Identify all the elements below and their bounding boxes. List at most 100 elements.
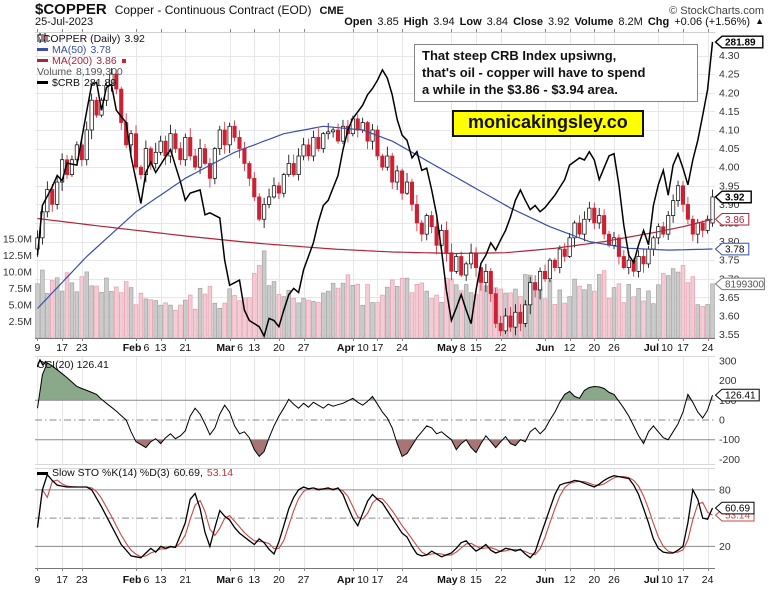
cci-zigzag-icon bbox=[37, 359, 47, 368]
svg-text:3.86: 3.86 bbox=[725, 215, 745, 226]
svg-text:17: 17 bbox=[677, 342, 689, 354]
annotation-line-3: a while in the $3.86 - $3.94 area. bbox=[422, 82, 618, 98]
close-value: 3.92 bbox=[548, 16, 570, 28]
legend-volume-row: Volume 8,199,300 bbox=[37, 34, 145, 78]
svg-text:21: 21 bbox=[179, 342, 191, 354]
volume-bars bbox=[35, 250, 715, 339]
svg-text:3.78: 3.78 bbox=[725, 245, 745, 256]
svg-text:200: 200 bbox=[719, 375, 737, 387]
svg-text:Apr 10: Apr 10 bbox=[337, 342, 369, 354]
sto-k-line bbox=[36, 473, 714, 559]
sto-panel bbox=[35, 489, 715, 547]
svg-text:24: 24 bbox=[396, 574, 408, 586]
svg-text:24: 24 bbox=[702, 342, 714, 354]
svg-text:80: 80 bbox=[719, 484, 731, 496]
svg-text:23: 23 bbox=[76, 574, 88, 586]
svg-text:8199300: 8199300 bbox=[725, 279, 764, 290]
volume-value: 8.2M bbox=[618, 16, 643, 28]
svg-text:9: 9 bbox=[35, 574, 41, 586]
ohlc-quote: Open 3.85 High 3.94 Low 3.84 Close 3.92 … bbox=[344, 16, 764, 28]
svg-text:12.5M: 12.5M bbox=[3, 250, 32, 262]
svg-text:4.20: 4.20 bbox=[719, 87, 740, 99]
legend-crb-label: $CRB bbox=[52, 76, 81, 89]
sto-label-text: Slow STO %K(14) %D(3) bbox=[52, 467, 170, 479]
quote-row: 25-Jul-2023 Open 3.85 High 3.94 Low 3.84… bbox=[35, 16, 764, 28]
legend-crb-row: $CRB 281.89 bbox=[37, 76, 145, 89]
svg-text:126.41: 126.41 bbox=[725, 391, 756, 402]
svg-text:-100: -100 bbox=[719, 434, 740, 446]
svg-text:17: 17 bbox=[372, 342, 384, 354]
cci-line bbox=[37, 362, 713, 458]
legend-ma50-row: MA(50) 3.78 bbox=[37, 43, 145, 56]
svg-text:May 8: May 8 bbox=[437, 574, 466, 586]
svg-text:Jul 10: Jul 10 bbox=[644, 574, 673, 586]
svg-text:281.89: 281.89 bbox=[725, 38, 756, 49]
legend-ma200-label: MA(200) bbox=[52, 54, 93, 67]
svg-text:Jun: Jun bbox=[536, 574, 555, 586]
svg-text:17: 17 bbox=[56, 342, 68, 354]
chg-value: +0.06 (+1.56%) bbox=[674, 16, 751, 28]
candlesticks bbox=[35, 68, 715, 337]
svg-text:13: 13 bbox=[155, 574, 167, 586]
svg-text:5.0M: 5.0M bbox=[9, 300, 32, 312]
stockcharts-copyright: © StockCharts.com bbox=[669, 5, 764, 17]
legend-ma200-value: 3.86 bbox=[96, 54, 117, 67]
svg-text:12: 12 bbox=[564, 342, 576, 354]
svg-text:20: 20 bbox=[588, 574, 600, 586]
svg-text:26: 26 bbox=[608, 574, 620, 586]
ma50-line bbox=[37, 125, 713, 309]
legend-crb-value: 281.89 bbox=[84, 76, 117, 89]
svg-text:Feb 6: Feb 6 bbox=[123, 342, 150, 354]
ma50-line-icon bbox=[37, 48, 48, 51]
svg-text:24: 24 bbox=[702, 574, 714, 586]
svg-text:Apr 10: Apr 10 bbox=[337, 574, 369, 586]
svg-text:3.55: 3.55 bbox=[719, 329, 740, 341]
svg-text:15.0M: 15.0M bbox=[3, 234, 32, 246]
x-axis-labels: 9 17 23 Feb 6 13 21 Mar 6 13 20 27 Apr 10 17 24 May 8… bbox=[35, 342, 714, 586]
symbol-title: $COPPER bbox=[35, 1, 107, 18]
svg-text:Jul 10: Jul 10 bbox=[644, 342, 673, 354]
legend-ma50-value: 3.78 bbox=[90, 43, 111, 56]
high-label: High bbox=[403, 16, 429, 28]
svg-text:15: 15 bbox=[470, 574, 482, 586]
open-value: 3.85 bbox=[377, 16, 399, 28]
sto-panel-label: Slow STO %K(14) %D(3) 60.69, 53.14 bbox=[37, 467, 233, 479]
svg-text:15: 15 bbox=[470, 342, 482, 354]
symbol-description: Copper - Continuous Contract (EOD) bbox=[114, 3, 312, 17]
svg-text:22: 22 bbox=[495, 574, 507, 586]
annotation-line-1: That steep CRB Index upsiwng, bbox=[422, 48, 617, 63]
sto-k-value: 60.69, bbox=[173, 467, 203, 479]
svg-text:9: 9 bbox=[35, 342, 41, 354]
sto-d-line bbox=[36, 476, 713, 558]
svg-text:Feb 6: Feb 6 bbox=[123, 574, 150, 586]
svg-text:3.92: 3.92 bbox=[725, 192, 745, 203]
legend-volume-value: 8,199,300 bbox=[76, 65, 123, 78]
right-axis-labels: 3.553.603.653.703.753.803.853.903.954.00… bbox=[3, 50, 740, 553]
low-label: Low bbox=[459, 16, 482, 28]
svg-text:3.65: 3.65 bbox=[719, 292, 740, 304]
svg-text:21: 21 bbox=[179, 574, 191, 586]
svg-text:12: 12 bbox=[564, 574, 576, 586]
cci-label-text: CCI(20) 126.41 bbox=[37, 359, 109, 371]
svg-text:4.10: 4.10 bbox=[719, 124, 740, 136]
svg-text:20: 20 bbox=[273, 574, 285, 586]
legend-symbol-row: $COPPER (Daily) 3.92 bbox=[37, 32, 145, 45]
annotation-box: That steep CRB Index upsiwng, that's oil… bbox=[414, 44, 698, 103]
cci-panel-label: CCI(20) 126.41 bbox=[37, 359, 109, 371]
chg-label: Chg bbox=[647, 16, 670, 28]
svg-text:3.95: 3.95 bbox=[719, 180, 740, 192]
legend-ma50-label: MA(50) bbox=[52, 43, 87, 56]
svg-text:23: 23 bbox=[76, 342, 88, 354]
svg-text:13: 13 bbox=[248, 342, 260, 354]
svg-text:17: 17 bbox=[372, 574, 384, 586]
legend-symbol-value: 3.92 bbox=[124, 32, 145, 45]
volume-bars-icon bbox=[37, 34, 48, 42]
svg-text:Mar 6: Mar 6 bbox=[216, 342, 243, 354]
close-label: Close bbox=[513, 16, 544, 28]
open-label: Open bbox=[344, 16, 373, 28]
svg-text:60.69: 60.69 bbox=[725, 504, 750, 515]
svg-text:Mar 6: Mar 6 bbox=[216, 574, 243, 586]
svg-text:22: 22 bbox=[495, 342, 507, 354]
